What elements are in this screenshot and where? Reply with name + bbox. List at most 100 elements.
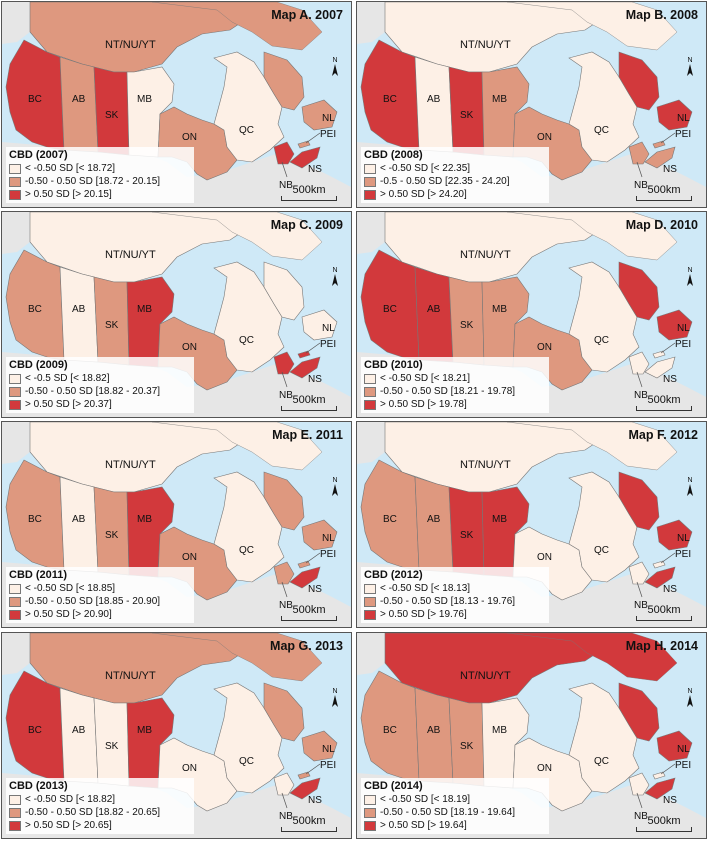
legend-title: CBD (2009) bbox=[9, 359, 68, 371]
legend-swatch-mid bbox=[9, 176, 21, 187]
region-qc bbox=[213, 261, 285, 373]
scale-bar-line bbox=[281, 406, 337, 411]
label-sk: SK bbox=[105, 530, 119, 541]
label-ns: NS bbox=[663, 374, 677, 385]
label-on: ON bbox=[182, 342, 197, 353]
legend-swatch-low bbox=[364, 583, 376, 594]
hudson-bay bbox=[167, 47, 227, 114]
region-pei bbox=[652, 140, 666, 149]
scale-bar: 500km bbox=[636, 184, 692, 201]
leader-nb bbox=[636, 161, 643, 178]
region-pei bbox=[652, 350, 666, 359]
scale-bar: 500km bbox=[636, 604, 692, 621]
legend-row-mid: -0.50 - 0.50 SD [18.72 - 20.15] bbox=[9, 175, 191, 188]
region-pei bbox=[297, 350, 311, 359]
hudson-bay bbox=[522, 467, 582, 534]
label-north: NT/NU/YT bbox=[460, 249, 511, 261]
legend-label-high: > 0.50 SD [> 20.90] bbox=[25, 609, 112, 620]
legend-row-mid: -0.50 - 0.50 SD [18.13 - 19.76] bbox=[364, 595, 546, 608]
label-qc: QC bbox=[239, 335, 254, 346]
alaska-region bbox=[2, 2, 32, 44]
region-ns bbox=[289, 356, 321, 379]
map-title: Map E. 2011 bbox=[272, 428, 343, 442]
label-pei: PEI bbox=[320, 760, 336, 771]
region-nl-newfoundland bbox=[656, 730, 693, 762]
label-north: NT/NU/YT bbox=[105, 459, 156, 471]
legend-swatch-high bbox=[9, 189, 21, 200]
legend-title: CBD (2013) bbox=[9, 780, 68, 792]
region-arctic-islands bbox=[151, 422, 323, 471]
region-qc bbox=[213, 471, 285, 583]
legend-label-mid: -0.50 - 0.50 SD [18.85 - 20.90] bbox=[25, 596, 161, 607]
map-panel-5: NT/NU/YT BC AB SK MB ON QC NL PEI NS NB … bbox=[1, 421, 352, 628]
region-nl-newfoundland bbox=[301, 309, 338, 341]
region-ns bbox=[289, 777, 321, 800]
label-pei: PEI bbox=[320, 129, 336, 140]
region-nl-newfoundland bbox=[301, 519, 338, 551]
label-nb: NB bbox=[279, 811, 293, 822]
region-arctic-islands bbox=[506, 633, 678, 682]
leader-pei bbox=[660, 342, 676, 354]
region-arctic-islands bbox=[506, 422, 678, 471]
legend-swatch-mid bbox=[364, 176, 376, 187]
label-mb: MB bbox=[492, 514, 507, 525]
leader-pei bbox=[660, 763, 676, 775]
scale-label: 500km bbox=[292, 815, 326, 827]
label-qc: QC bbox=[239, 125, 254, 136]
legend-label-low: < -0.50 SD [< 18.82] bbox=[25, 794, 116, 805]
legend: CBD (2012) < -0.50 SD [< 18.13] -0.50 - … bbox=[361, 567, 549, 623]
alaska-region bbox=[357, 633, 387, 675]
region-nb bbox=[628, 561, 650, 585]
region-nb bbox=[273, 561, 295, 585]
label-sk: SK bbox=[460, 110, 474, 121]
legend-label-mid: -0.50 - 0.50 SD [18.82 - 20.65] bbox=[25, 807, 161, 818]
legend-row-high: > 0.50 SD [> 24.20] bbox=[364, 188, 546, 201]
region-ns bbox=[289, 146, 321, 169]
scale-label: 500km bbox=[647, 394, 681, 406]
label-bc: BC bbox=[28, 304, 42, 315]
leader-nb bbox=[636, 792, 643, 809]
map-title: Map H. 2014 bbox=[625, 639, 698, 653]
label-qc: QC bbox=[594, 545, 609, 556]
region-ns bbox=[644, 356, 676, 379]
legend-label-mid: -0.50 - 0.50 SD [18.13 - 19.76] bbox=[380, 596, 516, 607]
map-title: Map F. 2012 bbox=[628, 428, 698, 442]
map-title: Map B. 2008 bbox=[625, 8, 698, 22]
leader-nb bbox=[281, 371, 288, 388]
region-nl-newfoundland bbox=[301, 730, 338, 762]
region-nl-newfoundland bbox=[301, 99, 338, 131]
region-nl-labrador bbox=[263, 682, 305, 742]
map-title: Map A. 2007 bbox=[271, 8, 343, 22]
legend: CBD (2009) < -0.5 SD [< 18.82] -0.50 - 0… bbox=[6, 357, 194, 413]
map-panel-2: NT/NU/YT BC AB SK MB ON QC NL PEI NS NB … bbox=[356, 1, 707, 208]
alaska-region bbox=[357, 2, 387, 44]
label-bc: BC bbox=[28, 514, 42, 525]
canada-map: NT/NU/YT BC AB SK MB ON QC NL PEI NS NB bbox=[357, 422, 706, 627]
label-ab: AB bbox=[72, 94, 86, 105]
region-bc bbox=[5, 459, 65, 571]
map-panel-7: NT/NU/YT BC AB SK MB ON QC NL PEI NS NB … bbox=[1, 632, 352, 839]
legend-swatch-high bbox=[9, 399, 21, 410]
region-nl-labrador bbox=[263, 261, 305, 321]
leader-nb bbox=[636, 581, 643, 598]
label-north: NT/NU/YT bbox=[105, 39, 156, 51]
region-arctic-islands bbox=[151, 212, 323, 261]
region-arctic-islands bbox=[506, 212, 678, 261]
scale-bar: 500km bbox=[281, 604, 337, 621]
legend-row-mid: -0.50 - 0.50 SD [18.19 - 19.64] bbox=[364, 806, 546, 819]
legend-label-low: < -0.50 SD [< 18.13] bbox=[380, 583, 471, 594]
label-qc: QC bbox=[239, 545, 254, 556]
alaska-region bbox=[2, 422, 32, 464]
label-north: NT/NU/YT bbox=[460, 670, 511, 682]
north-letter: N bbox=[687, 57, 692, 64]
label-mb: MB bbox=[492, 725, 507, 736]
region-nl-newfoundland bbox=[656, 99, 693, 131]
legend-label-high: > 0.50 SD [> 19.64] bbox=[380, 820, 467, 831]
region-ns bbox=[644, 146, 676, 169]
label-nb: NB bbox=[634, 811, 648, 822]
label-ab: AB bbox=[427, 304, 441, 315]
legend-label-low: < -0.50 SD [< 18.72] bbox=[25, 163, 116, 174]
scale-bar-line bbox=[281, 827, 337, 832]
legend-label-mid: -0.50 - 0.50 SD [18.19 - 19.64] bbox=[380, 807, 516, 818]
